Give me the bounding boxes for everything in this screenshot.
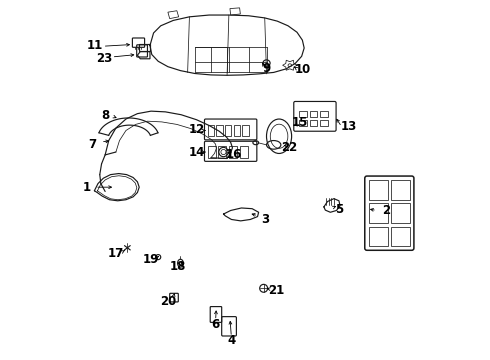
Bar (391, 180, 410, 200)
Text: 21: 21 (269, 284, 285, 297)
Text: 3: 3 (261, 213, 269, 226)
Bar (320, 120, 328, 126)
Text: 5: 5 (335, 203, 343, 216)
Text: 6: 6 (212, 318, 220, 331)
Bar (208, 125, 214, 136)
Text: 13: 13 (341, 120, 357, 133)
Bar (391, 226, 410, 246)
Text: 4: 4 (227, 334, 236, 347)
Text: 8: 8 (101, 109, 109, 122)
Text: 11: 11 (86, 39, 102, 52)
Text: 15: 15 (292, 116, 308, 129)
Bar (242, 125, 248, 136)
Bar (216, 125, 223, 136)
Bar (219, 146, 226, 158)
Text: 12: 12 (189, 123, 205, 136)
Text: 1: 1 (83, 181, 91, 194)
Bar (368, 226, 388, 246)
Bar (234, 125, 240, 136)
Text: 23: 23 (97, 51, 113, 64)
Text: 14: 14 (188, 145, 205, 158)
Text: 7: 7 (89, 138, 97, 150)
Text: 17: 17 (108, 247, 124, 260)
Text: 2: 2 (382, 204, 391, 217)
Text: 22: 22 (281, 140, 297, 153)
Bar (368, 203, 388, 223)
Bar (225, 125, 231, 136)
Bar (229, 146, 237, 158)
Bar (240, 146, 248, 158)
Bar (310, 120, 318, 126)
Bar (299, 111, 307, 117)
Text: 9: 9 (262, 62, 270, 75)
Text: 16: 16 (226, 148, 243, 161)
Bar (391, 203, 410, 223)
Text: 10: 10 (294, 63, 311, 76)
Bar (208, 146, 216, 158)
Bar (310, 111, 318, 117)
Bar (320, 111, 328, 117)
Bar (368, 180, 388, 200)
Text: 18: 18 (170, 260, 186, 273)
Text: 19: 19 (143, 253, 159, 266)
Text: 20: 20 (161, 295, 177, 308)
Bar (299, 120, 307, 126)
